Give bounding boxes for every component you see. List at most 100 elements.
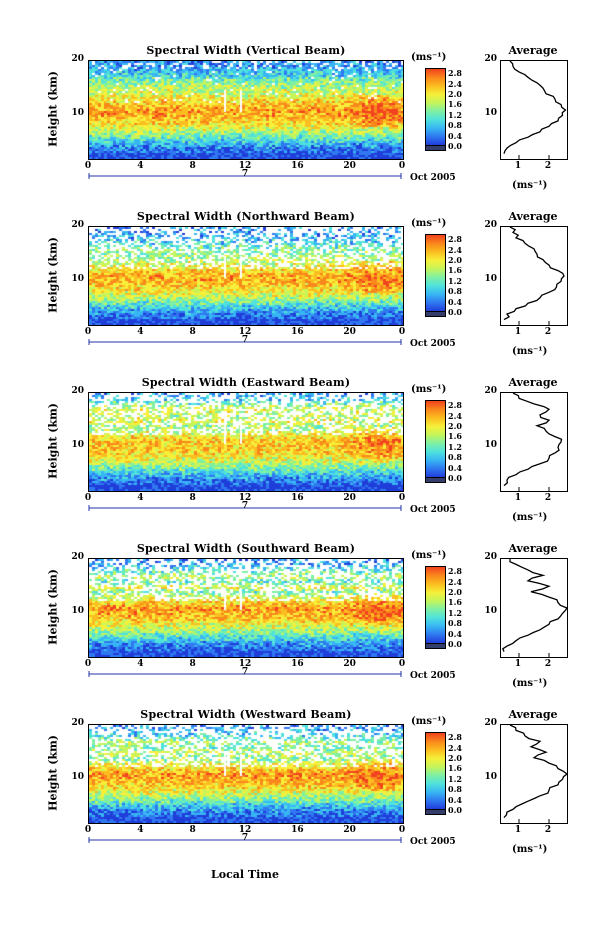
colorbar-tick-label: 0.4 — [448, 794, 462, 805]
average-y-tick-label: 10 — [484, 440, 497, 451]
x-tick-label: 12 — [238, 493, 252, 503]
colorbar-tick-label: 0.8 — [448, 286, 462, 297]
x-tick-label: 12 — [238, 327, 252, 337]
y-axis-label: Height (km) — [42, 724, 64, 822]
month-label: Oct 2005 — [410, 505, 456, 515]
y-tick-label: 10 — [71, 274, 84, 285]
average-unit: (ms⁻¹) — [512, 346, 548, 357]
x-tick-label: 0 — [398, 161, 406, 171]
x-axis-label: Local Time — [211, 868, 279, 881]
average-profile — [500, 226, 568, 326]
colorbar-tick-label: 2.8 — [448, 400, 462, 411]
y-axis-label: Height (km) — [42, 392, 64, 490]
x-tick-label: 4 — [137, 659, 144, 669]
average-y-tick-label: 20 — [484, 386, 497, 396]
colorbar-tick-label: 2.8 — [448, 68, 462, 79]
x-tick-label: 12 — [238, 659, 252, 669]
colorbar-tick-label: 2.8 — [448, 732, 462, 743]
average-x-tick-label: 2 — [544, 659, 552, 669]
colorbar-tick-label: 2.8 — [448, 566, 462, 577]
colorbar — [425, 234, 446, 312]
average-y-tick-label: 10 — [484, 108, 497, 119]
chart-panel: Spectral Width (Eastward Beam) Height (km… — [0, 376, 616, 548]
x-tick-label: 4 — [137, 161, 144, 171]
average-x-tick-label: 2 — [544, 825, 552, 835]
x-tick-label: 16 — [291, 161, 304, 171]
colorbar-tick-label: 1.2 — [448, 109, 462, 120]
chart-panel: Spectral Width (Westward Beam) Height (km… — [0, 708, 616, 880]
average-profile — [500, 60, 568, 160]
y-axis-label-text: Height (km) — [46, 569, 60, 645]
average-title: Average — [508, 542, 558, 555]
colorbar-tick-label: 1.2 — [448, 773, 462, 784]
x-tick-label: 8 — [189, 161, 196, 171]
x-tick-label: 4 — [137, 493, 144, 503]
average-x-tick-label: 1 — [514, 493, 522, 503]
average-y-tick-label: 20 — [484, 220, 497, 230]
y-tick-label: 10 — [71, 772, 84, 783]
average-profile — [500, 558, 568, 658]
average-profile-plot — [503, 227, 565, 325]
average-profile-line — [503, 61, 567, 154]
x-tick-label: 4 — [137, 327, 144, 337]
colorbar-tick-label: 0.4 — [448, 296, 462, 307]
x-tick-label: 0 — [84, 493, 92, 503]
colorbar-tick-label: 1.2 — [448, 441, 462, 452]
x-tick-label: 0 — [84, 161, 92, 171]
average-profile-line — [503, 393, 563, 487]
colorbar-tick-label: 2.0 — [448, 255, 462, 265]
x-tick-label: 8 — [189, 825, 196, 835]
x-tick-label: 20 — [343, 161, 356, 171]
colorbar-floor — [425, 477, 446, 483]
colorbar-tick-label: 2.0 — [448, 89, 462, 99]
x-tick-label: 12 — [238, 161, 252, 171]
average-unit: (ms⁻¹) — [512, 678, 548, 689]
colorbar-floor — [425, 145, 446, 151]
average-profile — [500, 392, 568, 492]
colorbar-tick-label: 2.0 — [448, 753, 462, 763]
day-label: 7 — [241, 335, 249, 345]
y-axis-label-text: Height (km) — [46, 71, 60, 147]
x-tick-label: 12 — [238, 825, 252, 835]
y-tick-label: 10 — [71, 108, 84, 119]
y-tick-label: 20 — [71, 386, 84, 396]
y-tick-label: 10 — [71, 440, 84, 451]
colorbar-tick-label: 1.6 — [448, 763, 462, 774]
x-tick-label: 0 — [398, 659, 406, 669]
heatmap — [88, 724, 404, 824]
colorbar-tick-label: 0.8 — [448, 784, 462, 795]
colorbar-tick-label: 2.0 — [448, 587, 462, 597]
day-label: 7 — [241, 833, 249, 843]
x-tick-label: 16 — [291, 659, 304, 669]
colorbar — [425, 732, 446, 810]
heatmap-canvas — [89, 61, 403, 159]
y-tick-label: 20 — [71, 54, 84, 64]
day-bar — [88, 339, 402, 345]
colorbar-unit: (ms⁻¹) — [411, 384, 447, 395]
colorbar-tick-label: 1.6 — [448, 597, 462, 608]
average-profile — [500, 724, 568, 824]
x-tick-label: 0 — [84, 659, 92, 669]
colorbar — [425, 400, 446, 478]
x-tick-label: 20 — [343, 493, 356, 503]
day-bar — [88, 837, 402, 843]
y-axis-label: Height (km) — [42, 558, 64, 656]
colorbar-tick-label: 2.4 — [448, 742, 462, 753]
average-x-tick-label: 1 — [514, 659, 522, 669]
colorbar — [425, 566, 446, 644]
heatmap-canvas — [89, 393, 403, 491]
month-label: Oct 2005 — [410, 837, 456, 847]
average-title: Average — [508, 376, 558, 389]
colorbar-tick-label: 2.0 — [448, 421, 462, 431]
average-profile-line — [503, 227, 565, 321]
month-label: Oct 2005 — [410, 173, 456, 183]
heatmap-canvas — [89, 227, 403, 325]
average-unit: (ms⁻¹) — [512, 844, 548, 855]
average-x-tick-label: 2 — [544, 161, 552, 171]
colorbar-unit: (ms⁻¹) — [411, 52, 447, 63]
average-profile-line — [501, 559, 567, 652]
x-tick-label: 16 — [291, 825, 304, 835]
x-tick-label: 20 — [343, 659, 356, 669]
x-tick-label: 8 — [189, 659, 196, 669]
chart-title: Spectral Width (Westward Beam) — [140, 708, 352, 721]
